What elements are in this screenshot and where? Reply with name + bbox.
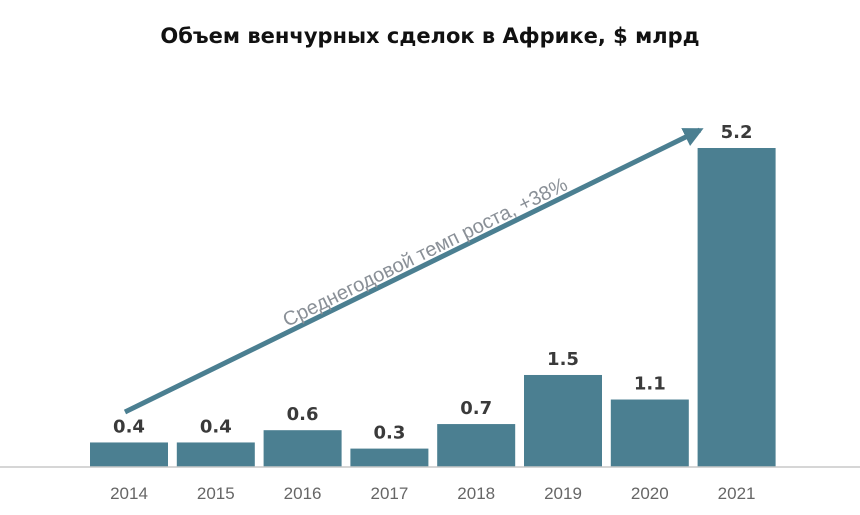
bars-group [90,148,776,467]
value-label-2017: 0.3 [373,423,405,444]
bar-2015 [176,442,255,467]
chart-title: Объем венчурных сделок в Африке, $ млрд [160,24,700,48]
x-tick-label-2016: 2016 [284,484,322,503]
bar-2018 [437,424,516,467]
value-label-2016: 0.6 [287,404,319,425]
x-tick-label-2014: 2014 [110,484,148,503]
bar-2014 [90,442,168,467]
x-tick-label-2019: 2019 [544,484,582,503]
value-label-2019: 1.5 [547,349,579,370]
x-tick-label-2018: 2018 [457,484,495,503]
trend-annotation: Среднегодовой темп роста, +38% [280,174,572,332]
x-tick-label-2020: 2020 [631,484,669,503]
value-label-2018: 0.7 [460,398,492,419]
x-tick-label-2015: 2015 [197,484,235,503]
tick-labels-group: 2014 2015 2016 2017 2018 2019 2020 2021 [110,484,755,503]
x-tick-label-2021: 2021 [718,484,756,503]
bar-2020 [610,399,689,467]
value-label-2014: 0.4 [113,416,145,437]
bar-2021 [697,148,776,467]
value-label-2015: 0.4 [200,416,232,437]
bar-2016 [263,430,342,467]
value-labels-group: 0.4 0.4 0.6 0.3 0.7 1.5 1.1 5.2 [113,122,752,444]
bar-2017 [350,448,429,467]
value-label-2020: 1.1 [634,374,666,395]
value-label-2021: 5.2 [721,122,753,143]
bar-2019 [524,374,602,467]
trend-arrow [123,127,704,415]
x-tick-label-2017: 2017 [370,484,408,503]
